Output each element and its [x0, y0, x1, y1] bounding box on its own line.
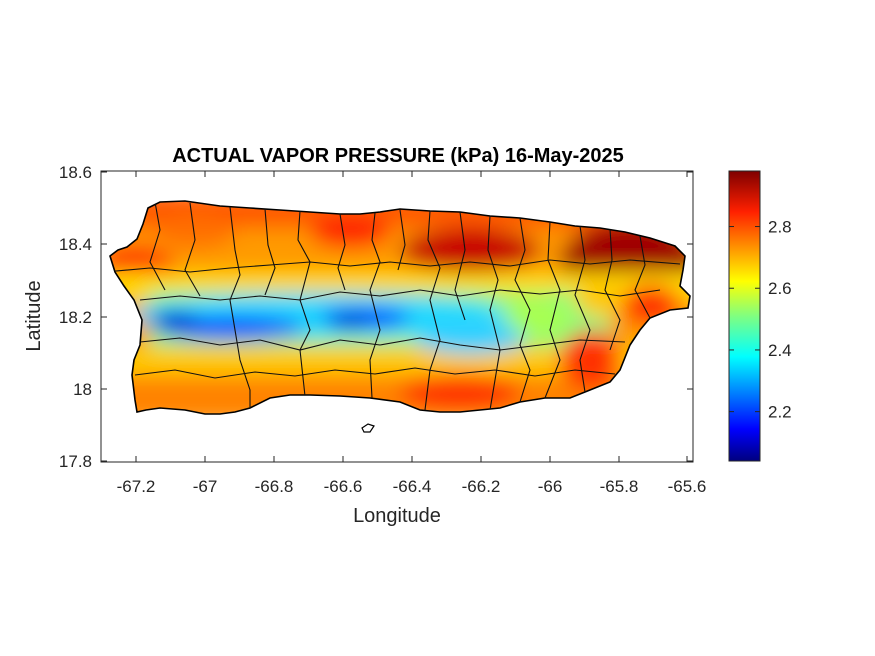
- x-axis: -67.2 -67 -66.8 -66.6 -66.4 -66.2 -66 -6…: [117, 171, 707, 496]
- y-axis-label: Latitude: [23, 280, 45, 351]
- boundary: [397, 209, 406, 271]
- field-northwest-orange: [155, 216, 235, 248]
- boundary: [184, 202, 201, 297]
- map-title: ACTUAL VAPOR PRESSURE (kPa) 16-May-2025: [172, 145, 624, 167]
- boundary: [264, 208, 276, 296]
- y-axis: 18.6 18.4 18.2 18 17.8: [59, 163, 693, 471]
- boundary: [369, 212, 381, 399]
- y-tick-label: 18.4: [59, 235, 92, 254]
- colorbar-ticks: 2.2 2.4 2.6 2.8: [729, 218, 792, 422]
- boundary: [544, 221, 561, 399]
- field-cyan-east: [415, 322, 525, 354]
- municipality-boundaries: [110, 201, 681, 411]
- x-tick: -67: [193, 171, 218, 496]
- colorbar-tick-label: 2.2: [768, 403, 792, 422]
- boundary: [139, 337, 626, 351]
- boundary: [134, 367, 616, 379]
- y-tick-label: 18: [73, 380, 92, 399]
- field-blue-min-central: [330, 314, 370, 330]
- x-tick-label: -66.4: [393, 477, 432, 496]
- colorbar-tick-label: 2.6: [768, 279, 792, 298]
- y-tick-label: 18.6: [59, 163, 92, 182]
- boundary: [514, 217, 531, 403]
- field-north-central-max: [400, 228, 540, 272]
- x-tick-label: -66.6: [324, 477, 363, 496]
- boundary: [337, 213, 346, 291]
- offshore-islet: [361, 423, 375, 433]
- boundary: [454, 211, 466, 321]
- x-tick: -66.4: [393, 171, 432, 496]
- y-tick: 18.4: [59, 235, 693, 254]
- boundary: [110, 259, 681, 273]
- boundary: [149, 201, 166, 291]
- x-tick: -66: [538, 171, 563, 496]
- x-tick-label: -65.6: [668, 477, 707, 496]
- x-tick-label: -67.2: [117, 477, 156, 496]
- x-tick: -66.8: [255, 171, 294, 496]
- boundary: [604, 228, 621, 351]
- x-tick: -67.2: [117, 171, 156, 496]
- colorbar-tick-label: 2.8: [768, 218, 792, 237]
- y-tick: 17.8: [59, 452, 693, 471]
- field-north-red: [310, 216, 390, 248]
- boundary: [139, 289, 661, 301]
- boundary: [487, 215, 501, 411]
- colorbar-gradient: [728, 170, 761, 462]
- x-tick-label: -66: [538, 477, 563, 496]
- field-blue-min-west: [150, 311, 200, 329]
- y-tick-label: 18.2: [59, 308, 92, 327]
- x-axis-label: Longitude: [353, 505, 441, 527]
- x-tick: -66.2: [462, 171, 501, 496]
- colorbar-tick-label: 2.4: [768, 341, 792, 360]
- boundary: [229, 206, 251, 410]
- field-southeast-red: [560, 330, 620, 390]
- colorbar: 2.2 2.4 2.6 2.8: [728, 170, 792, 462]
- x-tick: -65.8: [600, 171, 639, 496]
- x-tick-label: -66.8: [255, 477, 294, 496]
- field-south-red: [400, 374, 520, 410]
- x-tick-label: -66.2: [462, 477, 501, 496]
- y-tick-label: 17.8: [59, 452, 92, 471]
- boundary: [634, 235, 651, 319]
- boundary: [574, 225, 591, 393]
- x-tick: -66.6: [324, 171, 363, 496]
- x-tick-label: -65.8: [600, 477, 639, 496]
- y-tick: 18: [73, 380, 693, 399]
- y-tick: 18.2: [59, 308, 693, 327]
- x-tick-label: -67: [193, 477, 218, 496]
- y-tick: 18.6: [59, 163, 693, 182]
